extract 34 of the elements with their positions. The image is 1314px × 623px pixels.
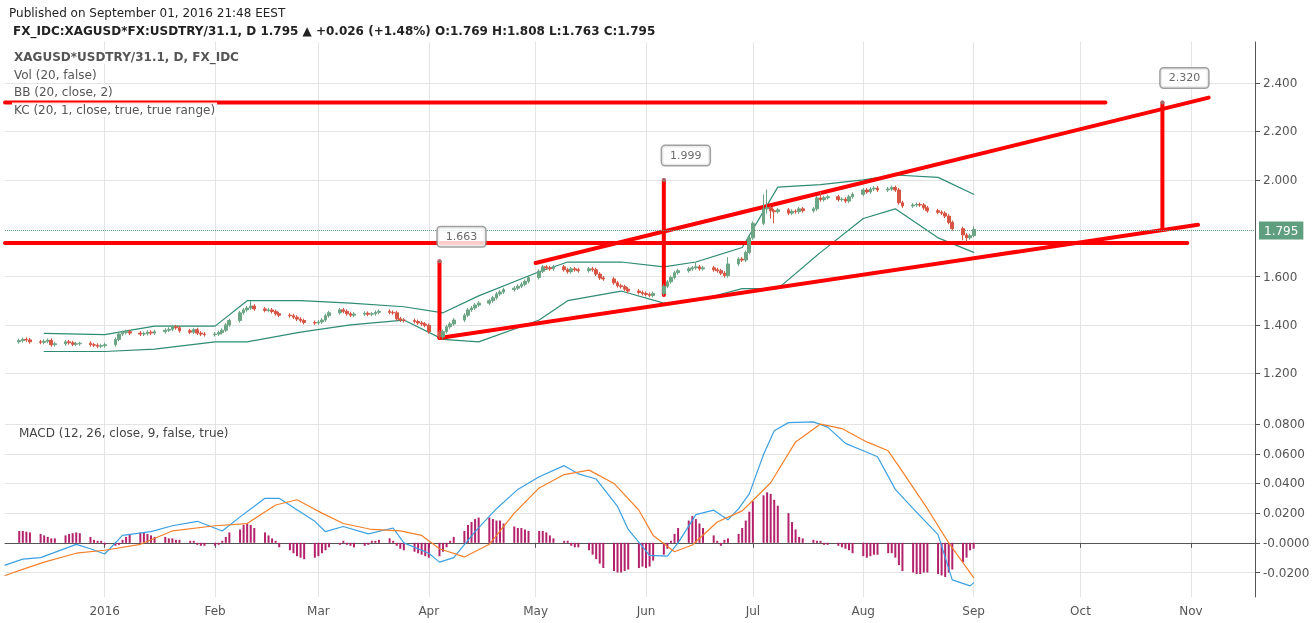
y-tick-label: 2.400 — [1263, 76, 1298, 91]
y-tick-label: 0.0800 — [1263, 417, 1305, 432]
y-tick-label: 2.200 — [1263, 124, 1298, 139]
annotation: XAGUSD*USDTRY/31.1, D, FX_IDC — [14, 50, 240, 65]
x-tick-label: Nov — [1179, 604, 1203, 618]
y-tick-label: 2.000 — [1263, 172, 1298, 187]
x-tick-label: May — [523, 604, 549, 618]
y-tick-label: 0.0600 — [1263, 446, 1305, 461]
x-tick-label: Apr — [418, 604, 440, 618]
chart-subtitle: Published on September 01, 2016 21:48 EEST — [9, 6, 286, 20]
x-tick-label: Feb — [204, 604, 226, 618]
y-tick-label: -0.0200 — [1263, 565, 1310, 580]
annotation: 2.320 — [1168, 71, 1201, 85]
chart-title: FX_IDC:XAGUSD*FX:USDTRY/31.1, D 1.795 ▲ +0.026 (+1.48%) O:1.769 H:1.808 L:1.763 C:1.795 — [13, 24, 656, 39]
annotation: KC (20, 1, close, true, true range) — [14, 102, 216, 117]
annotation: 1.999 — [670, 149, 702, 163]
ref-line-label: 1.795 — [1264, 223, 1299, 238]
x-tick-label: Aug — [851, 604, 875, 618]
y-tick-label: 0.0200 — [1263, 506, 1305, 521]
x-tick-label: Mar — [307, 604, 330, 618]
x-tick-label: Sep — [962, 604, 985, 618]
x-tick-label: Jun — [635, 604, 656, 618]
x-tick-label: Oct — [1070, 604, 1092, 618]
x-tick-label: 2016 — [89, 604, 120, 618]
annotation: BB (20, close, 2) — [14, 85, 113, 99]
annotation: 1.663 — [445, 230, 478, 244]
y-tick-label: -0.0000 — [1263, 535, 1310, 550]
y-tick-label: 1.400 — [1263, 317, 1298, 332]
y-tick-label: 1.200 — [1263, 366, 1298, 381]
annotation: Vol (20, false) — [14, 67, 97, 82]
x-tick-label: Jul — [744, 604, 761, 618]
y-tick-label: 1.600 — [1263, 269, 1298, 284]
text: MACD (12, 26, close, 9, false, true) — [19, 426, 229, 440]
y-tick-label: 0.0400 — [1263, 476, 1305, 491]
